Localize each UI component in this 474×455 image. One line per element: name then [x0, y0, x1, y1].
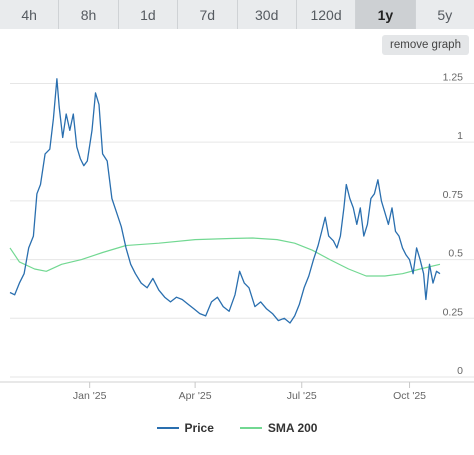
axes: 0 0.25 0.5 0.75 1 1.25 Jan '25 Apr '25 Jul '25 Oc…: [0, 71, 474, 402]
grid-lines: [10, 82, 474, 378]
tab-1d[interactable]: 1d: [118, 0, 179, 29]
timeframe-tabs: 4h 8h 1d 7d 30d 120d 1y 5y: [0, 0, 474, 29]
y-tick-label: 0: [457, 365, 463, 377]
remove-graph-button[interactable]: remove graph: [382, 35, 469, 55]
legend-swatch-sma: [239, 427, 262, 429]
tab-30d[interactable]: 30d: [237, 0, 297, 29]
x-tick-label: Jul '25: [287, 390, 317, 402]
legend-label-sma: SMA 200: [267, 421, 318, 435]
tab-120d[interactable]: 120d: [296, 0, 357, 29]
x-tick-label: Jan '25: [73, 390, 107, 402]
tab-1y[interactable]: 1y: [356, 0, 416, 29]
legend: Price SMA 200: [0, 421, 474, 435]
legend-item-sma[interactable]: SMA 200: [239, 421, 318, 435]
sma-200-line: [9, 237, 441, 277]
x-tick-label: Apr '25: [179, 390, 212, 402]
tab-4h[interactable]: 4h: [0, 0, 60, 29]
y-tick-label: 1.25: [443, 71, 464, 83]
y-tick-label: 0.5: [448, 248, 463, 260]
x-tick-label: Oct '25: [393, 390, 426, 402]
y-tick-label: 1: [457, 130, 463, 142]
series-layer: [9, 78, 441, 324]
legend-swatch-price: [156, 427, 179, 429]
tab-7d[interactable]: 7d: [178, 0, 238, 29]
y-tick-label: 0.25: [443, 306, 464, 318]
tab-5y[interactable]: 5y: [415, 0, 474, 29]
tab-8h[interactable]: 8h: [59, 0, 119, 29]
price-line: [9, 78, 441, 324]
y-tick-label: 0.75: [443, 189, 464, 201]
legend-label-price: Price: [184, 421, 214, 435]
legend-item-price[interactable]: Price: [156, 421, 214, 435]
